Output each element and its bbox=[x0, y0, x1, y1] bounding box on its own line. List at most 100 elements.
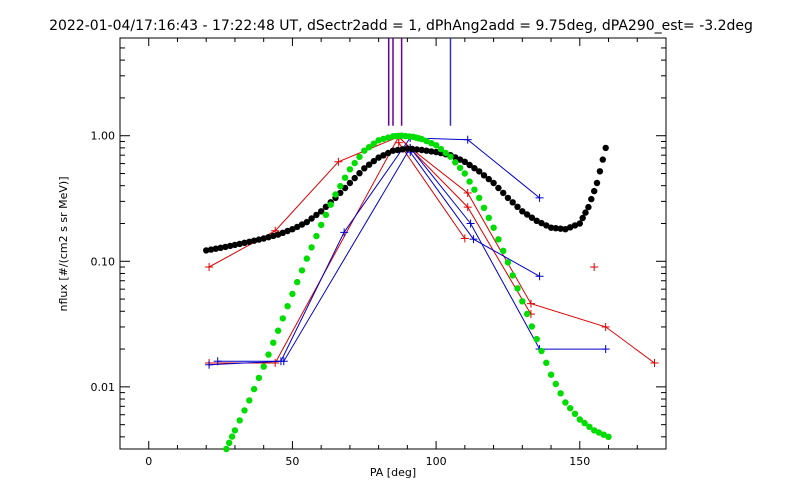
curve-dot bbox=[361, 147, 368, 154]
curve-dot bbox=[409, 145, 416, 153]
curve-dot bbox=[298, 221, 306, 228]
curve-dot bbox=[241, 407, 248, 414]
curve-dot bbox=[585, 203, 592, 211]
curve-dot bbox=[595, 429, 603, 436]
curve-dot bbox=[289, 290, 296, 298]
curve-dot bbox=[523, 211, 531, 218]
curve-dot bbox=[279, 229, 286, 236]
curve-dot bbox=[351, 159, 358, 167]
curve-dot bbox=[599, 156, 606, 163]
curve-dot bbox=[428, 140, 435, 147]
curve-dot bbox=[231, 427, 239, 434]
plot-area: 0 50 100 150 0.01 0.10 1.00 bbox=[91, 37, 667, 468]
curve-dot bbox=[380, 152, 387, 159]
curve-dot bbox=[533, 217, 540, 224]
curve-dot bbox=[586, 423, 593, 430]
curve-dot bbox=[346, 166, 354, 173]
curve-dot bbox=[223, 445, 230, 453]
curve-dot bbox=[246, 397, 253, 404]
curve-dot bbox=[476, 194, 483, 202]
curve-dot bbox=[495, 184, 502, 192]
curve-dot bbox=[370, 140, 377, 147]
curve-dot bbox=[581, 419, 588, 427]
curve-dot bbox=[538, 347, 545, 355]
curve-dot bbox=[485, 175, 492, 183]
curve-dot bbox=[365, 144, 373, 151]
curve-dot bbox=[423, 137, 430, 145]
curve-dot bbox=[298, 267, 306, 274]
curve-dot bbox=[284, 303, 291, 310]
data-point-plus bbox=[205, 360, 214, 369]
curve-dot bbox=[308, 244, 315, 251]
curve-dot bbox=[375, 154, 382, 161]
curve-dot bbox=[582, 209, 589, 216]
data-point-plus bbox=[279, 357, 288, 366]
curve-dot bbox=[452, 159, 459, 166]
curve-dot bbox=[519, 298, 526, 305]
curve-dot bbox=[547, 224, 555, 231]
data-point-plus bbox=[334, 157, 343, 166]
curve-dot bbox=[365, 161, 373, 168]
data-point-plus bbox=[590, 263, 599, 272]
curve-dot bbox=[466, 178, 473, 185]
data-point-plus bbox=[469, 235, 478, 244]
curve-dot bbox=[313, 211, 320, 219]
curve-dot bbox=[509, 199, 516, 206]
curve-dot bbox=[361, 165, 368, 172]
curve-dot bbox=[567, 405, 574, 412]
curve-dot bbox=[514, 203, 521, 210]
curve-dot bbox=[576, 220, 583, 227]
curve-dot bbox=[255, 236, 263, 243]
x-axis-ticks: 0 50 100 150 bbox=[145, 38, 638, 468]
curve-dot bbox=[528, 214, 536, 221]
curve-dot bbox=[260, 363, 267, 370]
curve-dot bbox=[294, 223, 301, 231]
curve-dot bbox=[461, 158, 468, 165]
curve-dot bbox=[495, 236, 502, 243]
curve-dot bbox=[504, 194, 512, 202]
data-point-plus bbox=[535, 193, 544, 202]
curve-dot bbox=[593, 179, 601, 187]
x-tick-label: 50 bbox=[285, 455, 299, 468]
curve-dot bbox=[322, 203, 330, 210]
series-line bbox=[398, 142, 466, 239]
curve-dot bbox=[341, 174, 349, 181]
curve-dot bbox=[375, 137, 382, 144]
curve-dot bbox=[260, 235, 267, 242]
curve-dot bbox=[480, 172, 488, 179]
curve-dot bbox=[250, 385, 258, 393]
curve-dot bbox=[437, 145, 445, 153]
curve-dot bbox=[265, 351, 272, 358]
data-point-plus bbox=[601, 345, 610, 354]
curve-dot bbox=[226, 439, 233, 446]
data-point-plus bbox=[340, 228, 349, 237]
curve-dot bbox=[228, 433, 236, 440]
data-point-plus bbox=[463, 188, 472, 197]
curve-dot bbox=[332, 191, 339, 198]
curve-dot bbox=[471, 186, 478, 193]
curve-dot bbox=[236, 417, 243, 424]
series-line bbox=[217, 137, 540, 362]
curve-dot bbox=[294, 278, 301, 286]
curve-dot bbox=[356, 170, 363, 177]
curve-dot bbox=[552, 225, 559, 232]
curve-dot bbox=[579, 214, 586, 222]
curve-dot bbox=[270, 232, 277, 240]
x-tick-label: 150 bbox=[569, 455, 590, 468]
data-point-plus bbox=[466, 219, 475, 228]
series-line bbox=[209, 135, 532, 364]
curve-dot bbox=[557, 390, 564, 397]
curve-dot bbox=[509, 272, 516, 279]
data-point-plus bbox=[535, 272, 544, 281]
curve-dot bbox=[543, 359, 550, 366]
curve-dot bbox=[504, 259, 512, 266]
curve-dot bbox=[543, 222, 550, 229]
curve-dot bbox=[207, 246, 215, 253]
curve-dot bbox=[337, 182, 344, 190]
curve-dot bbox=[404, 145, 411, 152]
curve-dot bbox=[284, 227, 291, 235]
curve-dot bbox=[313, 232, 320, 240]
curve-dot bbox=[576, 416, 583, 423]
y-axis-label: nflux [#/(cm2 s sr MeV)] bbox=[57, 177, 70, 312]
curve-dot bbox=[351, 174, 358, 182]
